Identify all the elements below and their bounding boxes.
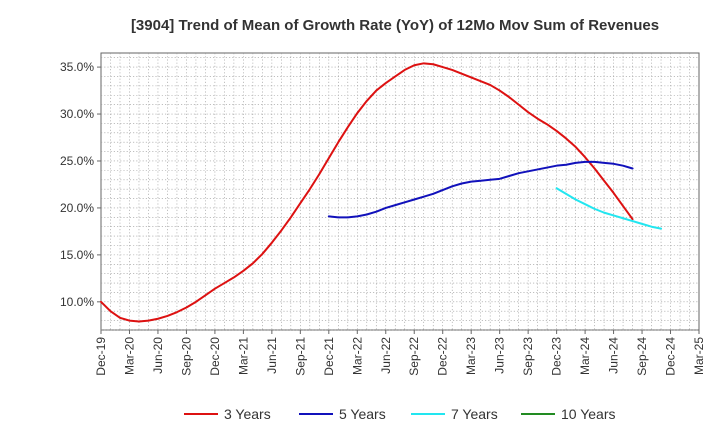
series-layer (100, 62, 663, 323)
x-tick-label: Sep-20 (179, 337, 193, 376)
x-tick-label: Mar-21 (236, 337, 250, 375)
y-tick-label: 15.0% (60, 248, 94, 262)
x-tick-label: Jun-21 (265, 337, 279, 374)
y-tick-label: 10.0% (60, 295, 94, 309)
plot-area (100, 52, 700, 331)
grid-layer (100, 52, 700, 331)
x-tick-label: Jun-22 (379, 337, 393, 374)
x-tick-label: Jun-23 (493, 337, 507, 374)
x-tick-label: Mar-24 (578, 337, 592, 375)
axis-layer: 10.0% 15.0% 20.0% 25.0% 30.0% 35.0% Dec-19 Mar-… (60, 60, 706, 376)
y-tick-label: 35.0% (60, 60, 94, 74)
series-line-7-years (555, 187, 663, 230)
x-tick-label: Sep-24 (635, 337, 649, 376)
y-tick-label: 30.0% (60, 107, 94, 121)
x-tick-label: Dec-24 (664, 337, 678, 376)
chart-title: [3904] Trend of Mean of Growth Rate (YoY… (131, 17, 659, 34)
x-tick-label: Dec-20 (208, 337, 222, 376)
x-tick-label: Jun-24 (607, 337, 621, 374)
y-tick-label: 20.0% (60, 201, 94, 215)
x-tick-label: Dec-21 (322, 337, 336, 376)
x-tick-label: Mar-23 (464, 337, 478, 375)
legend-label-3-years: 3 Years (224, 406, 271, 422)
x-tick-label: Mar-20 (122, 337, 136, 375)
x-tick-label: Jun-20 (151, 337, 165, 374)
series-line-5-years (327, 160, 634, 219)
x-tick-label: Dec-19 (94, 337, 108, 376)
legend: 3 Years 5 Years 7 Years 10 Years (184, 406, 616, 422)
legend-label-10-years: 10 Years (561, 406, 616, 422)
y-tick-label: 25.0% (60, 154, 94, 168)
x-tick-label: Dec-22 (436, 337, 450, 376)
x-tick-label: Dec-23 (550, 337, 564, 376)
x-tick-label: Mar-25 (692, 337, 706, 375)
x-tick-label: Sep-23 (521, 337, 535, 376)
x-tick-label: Mar-22 (350, 337, 364, 375)
legend-label-7-years: 7 Years (451, 406, 498, 422)
x-tick-label: Sep-21 (293, 337, 307, 376)
series-line-3-years (100, 62, 634, 323)
legend-label-5-years: 5 Years (339, 406, 386, 422)
x-tick-label: Sep-22 (407, 337, 421, 376)
